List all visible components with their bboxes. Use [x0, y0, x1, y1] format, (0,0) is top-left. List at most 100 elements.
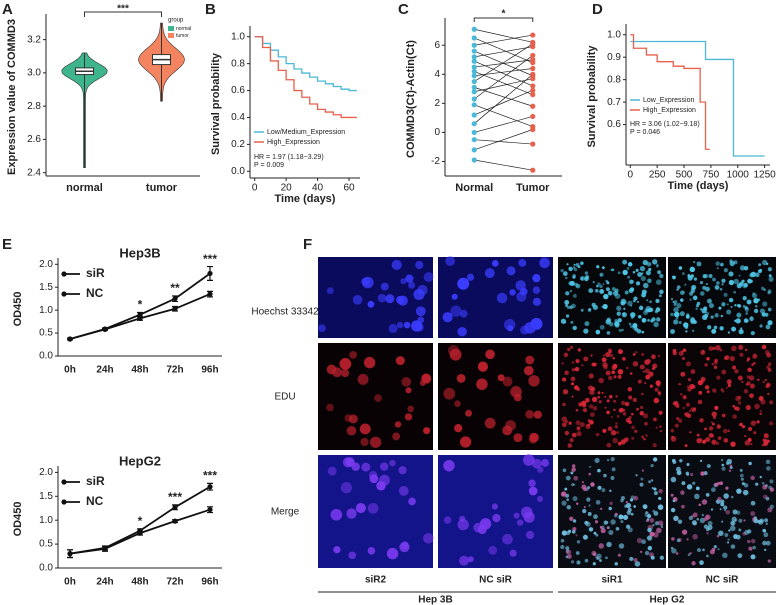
cell	[748, 427, 753, 431]
cell	[684, 283, 687, 286]
cell	[659, 425, 662, 428]
cell	[575, 534, 578, 537]
cell	[646, 358, 651, 364]
cell	[672, 275, 676, 280]
marker	[137, 530, 143, 536]
cell	[682, 348, 687, 352]
x-tick-label: 60	[343, 183, 355, 194]
x-axis-label: Time (days)	[668, 180, 729, 192]
cell	[612, 357, 615, 360]
cell	[769, 421, 774, 426]
cell	[598, 377, 604, 384]
cell	[720, 314, 724, 318]
cell	[762, 528, 767, 533]
cell	[497, 374, 505, 382]
cell	[743, 282, 749, 288]
cell	[525, 530, 535, 540]
legend-label: NC	[86, 494, 104, 508]
cell	[626, 366, 629, 370]
cell	[690, 369, 696, 375]
cell	[761, 481, 765, 485]
group-label: Hep 3B	[418, 595, 452, 605]
cell	[719, 348, 723, 352]
cell	[401, 541, 409, 549]
cell	[588, 472, 592, 476]
cell	[586, 497, 591, 502]
cell	[657, 354, 661, 357]
cell	[443, 459, 455, 472]
cell	[630, 312, 635, 317]
point	[471, 48, 477, 54]
cell	[678, 383, 681, 386]
cell	[617, 318, 622, 323]
cell	[738, 344, 744, 350]
cell	[637, 314, 642, 319]
cell	[616, 305, 622, 311]
cell	[680, 490, 685, 495]
cell	[361, 277, 370, 286]
cell	[599, 526, 603, 529]
cell	[708, 303, 714, 309]
cell	[698, 390, 703, 395]
cell	[608, 375, 613, 381]
cell	[566, 504, 572, 510]
cell	[597, 485, 602, 490]
cell	[352, 294, 363, 305]
cell	[591, 396, 598, 403]
cell	[523, 511, 535, 523]
cell	[632, 397, 637, 403]
cell	[488, 545, 498, 555]
cell	[747, 367, 752, 373]
cell	[708, 274, 713, 279]
cell	[571, 368, 576, 372]
cell	[582, 508, 587, 514]
cell	[727, 383, 732, 388]
legend-label: High_Expression	[643, 107, 696, 114]
cell	[751, 363, 755, 366]
cell	[738, 528, 742, 532]
cell	[649, 518, 655, 523]
cell	[652, 457, 658, 462]
point	[530, 65, 536, 72]
cell	[682, 395, 687, 400]
cell	[673, 300, 678, 305]
x-tick-label: 250	[649, 170, 666, 181]
cell	[466, 273, 475, 281]
cell	[711, 547, 716, 552]
point	[471, 112, 477, 118]
cell	[611, 370, 616, 375]
cell	[700, 291, 705, 296]
cell	[580, 308, 584, 312]
cell	[571, 483, 575, 487]
cell	[680, 393, 683, 396]
y-axis-label: COMMD3(Ct)-Actin(Ct)	[405, 40, 417, 158]
y-tick-label: 1.0	[607, 29, 621, 40]
cell	[658, 294, 662, 298]
cell	[609, 489, 612, 493]
cell	[708, 426, 714, 431]
cell	[630, 279, 634, 284]
cell	[560, 268, 564, 273]
cell	[641, 539, 646, 545]
cell	[699, 560, 704, 566]
cell	[587, 512, 592, 516]
cell	[641, 317, 647, 323]
marker	[102, 326, 108, 333]
cell	[477, 524, 487, 535]
cell	[620, 495, 625, 500]
cell	[685, 314, 690, 319]
cell	[561, 530, 567, 536]
annotation: P = 0.046	[630, 129, 660, 136]
cell	[442, 312, 453, 323]
cell	[625, 500, 629, 504]
cell	[523, 454, 535, 466]
x-tick-label: 20	[281, 183, 293, 194]
cell	[677, 519, 683, 524]
panel-label: B	[205, 1, 216, 18]
survival-curve	[630, 34, 710, 150]
cell	[566, 263, 569, 266]
cell	[404, 413, 413, 421]
cell	[730, 495, 734, 499]
pair-line	[474, 139, 533, 145]
cell	[619, 407, 624, 412]
